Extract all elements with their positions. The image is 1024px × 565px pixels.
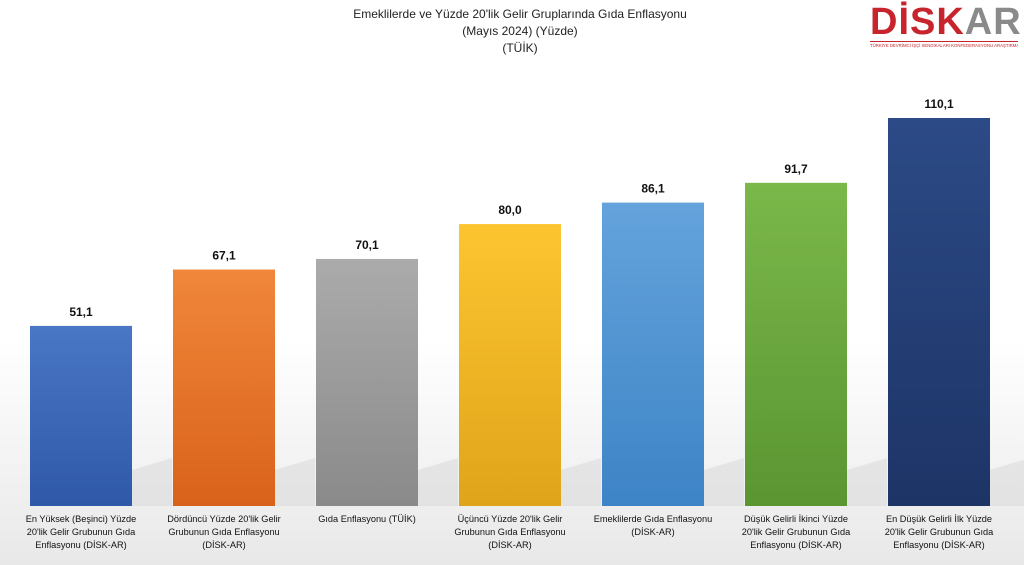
category-label-line: Enflasyonu (DİSK-AR) <box>750 540 842 550</box>
category-label-line: Emeklilerde Gıda Enflasyonu <box>593 514 713 524</box>
category-label: En Düşük Gelirli İlk Yüzde 20'lik Gelir G… <box>869 513 1009 552</box>
category-label-line: (DİSK-AR) <box>488 540 532 550</box>
bar-shadow <box>990 459 1024 506</box>
bar-shadow <box>275 458 315 506</box>
category-label-line: Dördüncü Yüzde 20'lik Gelir <box>167 514 281 524</box>
category-label: Düşük Gelirli İkinci Yüzde 20'lik Gelir G… <box>726 513 866 552</box>
logo-tagline: TÜRKİYE DEVRİMCİ İŞÇİ SENDİKALARI KONFED… <box>870 43 1018 48</box>
category-label: Dördüncü Yüzde 20'lik Gelir Grubunun Gıda… <box>154 513 294 552</box>
bar <box>30 325 132 506</box>
disk-ar-logo: DİSKAR TÜRKİYE DEVRİMCİ İŞÇİ SENDİKALARI… <box>862 0 1022 54</box>
category-label-line: En Yüksek (Beşinci) Yüzde <box>25 514 137 524</box>
bar-value-label: 110,1 <box>924 97 954 111</box>
category-label-line: Enflasyonu (DİSK-AR) <box>35 540 127 550</box>
bar-value-label: 80,0 <box>498 203 522 217</box>
category-label-line: (DİSK-AR) <box>202 540 246 550</box>
category-label: En Yüksek (Beşinci) Yüzde 20'lik Gelir Gr… <box>11 513 151 552</box>
category-label-line: (DİSK-AR) <box>631 527 675 537</box>
bar-shadow <box>132 458 172 506</box>
logo-wordmark-red: DİSK <box>870 1 965 43</box>
category-label: Üçüncü Yüzde 20'lik Gelir Grubunun Gıda E… <box>440 513 580 552</box>
chart-title: Emeklilerde ve Yüzde 20'lik Gelir Grupla… <box>353 7 687 21</box>
chart-title-block: Emeklilerde ve Yüzde 20'lik Gelir Grupla… <box>250 6 790 57</box>
chart-subtitle-source: (TÜİK) <box>502 41 538 55</box>
category-label: Gıda Enflasyonu (TÜİK) <box>297 513 437 526</box>
logo-wordmark-gray: AR <box>964 1 1022 43</box>
category-label: Emeklilerde Gıda Enflasyonu (DİSK-AR) <box>583 513 723 539</box>
bar <box>602 202 704 507</box>
category-label-line: Enflasyonu (DİSK-AR) <box>893 540 985 550</box>
bar <box>888 118 990 506</box>
logo-divider <box>870 41 1018 42</box>
bar <box>173 269 275 506</box>
bar-shadow <box>704 458 744 506</box>
bar <box>316 258 418 506</box>
bar-value-label: 91,7 <box>784 162 808 176</box>
bar-value-label: 86,1 <box>641 182 665 196</box>
category-label-line: 20'lik Gelir Grubunun Gıda <box>26 527 136 537</box>
category-labels: En Yüksek (Beşinci) Yüzde 20'lik Gelir Gr… <box>0 513 1024 565</box>
logo-wordmark: DİSKAR <box>870 0 1022 44</box>
category-label-line: 20'lik Gelir Grubunun Gıda <box>884 527 994 537</box>
bar-value-label: 70,1 <box>355 238 379 252</box>
category-label-line: Gıda Enflasyonu (TÜİK) <box>318 514 416 524</box>
chart-subtitle-period: (Mayıs 2024) (Yüzde) <box>462 24 578 38</box>
bar-shadow <box>418 458 458 506</box>
category-label-line: Grubunun Gıda Enflasyonu <box>168 527 280 537</box>
bar <box>459 224 561 507</box>
bars-group <box>30 118 990 507</box>
category-label-line: Üçüncü Yüzde 20'lik Gelir <box>457 514 563 524</box>
value-labels-group: 51,1 67,1 70,1 80,0 86,1 91,7 110,1 <box>69 97 954 319</box>
bar-shadow <box>561 458 601 506</box>
bar <box>745 182 847 506</box>
category-label-line: Grubunun Gıda Enflasyonu <box>454 527 566 537</box>
bar-value-label: 67,1 <box>212 249 236 263</box>
bar-value-label: 51,1 <box>69 305 93 319</box>
bar-shadows <box>132 458 1024 506</box>
category-label-line: 20'lik Gelir Grubunun Gıda <box>741 527 851 537</box>
category-label-line: Düşük Gelirli İkinci Yüzde <box>744 514 848 524</box>
category-label-line: En Düşük Gelirli İlk Yüzde <box>885 514 993 524</box>
bar-shadow <box>847 458 887 506</box>
